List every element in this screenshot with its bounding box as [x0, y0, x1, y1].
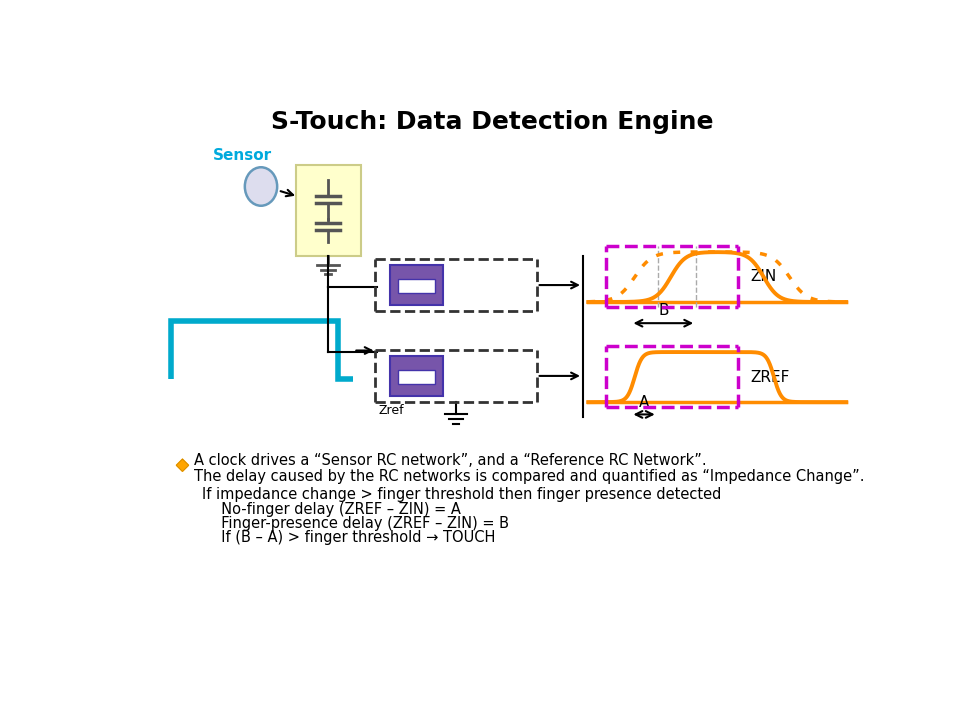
Text: A clock drives a “Sensor RC network”, and a “Reference RC Network”.: A clock drives a “Sensor RC network”, an…	[194, 453, 707, 468]
Text: A: A	[639, 395, 649, 410]
Text: Sensor: Sensor	[213, 148, 273, 163]
Polygon shape	[177, 459, 188, 472]
Text: The delay caused by the RC networks is compared and quantified as “Impedance Cha: The delay caused by the RC networks is c…	[194, 469, 865, 484]
Text: ZIN: ZIN	[750, 269, 777, 284]
Text: B: B	[658, 303, 668, 318]
Bar	[296, 165, 361, 256]
Text: ZREF: ZREF	[750, 369, 789, 384]
Text: Zref: Zref	[378, 404, 403, 417]
Bar	[391, 356, 443, 396]
Text: S-Touch: Data Detection Engine: S-Touch: Data Detection Engine	[271, 109, 713, 133]
Text: If impedance change > finger threshold then finger presence detected: If impedance change > finger threshold t…	[202, 487, 721, 502]
Bar	[398, 370, 435, 384]
Bar	[391, 265, 443, 305]
Text: If (B – A) > finger threshold → TOUCH: If (B – A) > finger threshold → TOUCH	[212, 530, 495, 545]
Ellipse shape	[245, 167, 277, 206]
Bar	[398, 279, 435, 293]
Text: No-finger delay (ZREF – ZIN) = A: No-finger delay (ZREF – ZIN) = A	[212, 503, 461, 518]
Text: Finger-presence delay (ZREF – ZIN) = B: Finger-presence delay (ZREF – ZIN) = B	[212, 516, 509, 531]
